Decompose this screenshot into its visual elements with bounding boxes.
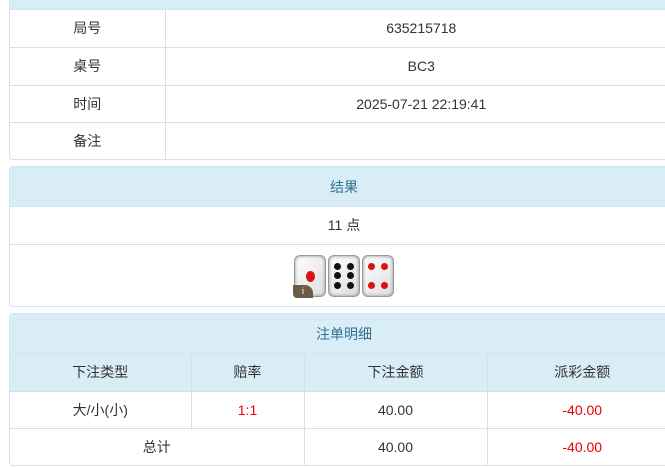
- dice-row: i: [10, 245, 665, 306]
- die-pip: [347, 272, 354, 280]
- header-bet-amount: 下注金额: [303, 354, 488, 392]
- info-table: 局号 635215718 桌号 BC3 时间 2025-07-21 22:19:41 …: [10, 10, 665, 159]
- die-face-1: i: [293, 255, 326, 298]
- remark-value: [164, 121, 665, 159]
- time-value: 2025-07-21 22:19:41: [164, 84, 665, 123]
- total-label: 总计: [10, 427, 305, 465]
- bet-detail-panel: 注单明细 下注类型 赔率 下注金额 派彩金额 大/小(小) 1:1 40.00 …: [9, 313, 665, 466]
- odds: 1:1: [190, 390, 305, 429]
- result-panel: 结果 11 点 i: [9, 166, 665, 307]
- die-pip: [334, 272, 341, 280]
- round-number: 635215718: [164, 10, 665, 48]
- info-row-round: 局号 635215718: [10, 10, 665, 48]
- info-row-table: 桌号 BC3: [10, 46, 665, 86]
- die-pip: [334, 263, 341, 271]
- payout: -40.00: [486, 390, 665, 429]
- die-pip: [334, 281, 341, 289]
- result-points: 11 点: [10, 207, 665, 245]
- die-face-6: [328, 255, 360, 297]
- bet-detail-title: 注单明细: [10, 314, 665, 354]
- bet-table: 下注类型 赔率 下注金额 派彩金额 大/小(小) 1:1 40.00 -40.0…: [10, 354, 665, 465]
- info-row-remark: 备注: [10, 121, 665, 159]
- info-badge-icon[interactable]: i: [293, 285, 313, 298]
- die-pip: [381, 281, 388, 289]
- die-pip: [347, 281, 354, 289]
- bet-table-header: 下注类型 赔率 下注金额 派彩金额: [10, 354, 665, 392]
- die-pip: [368, 281, 375, 289]
- die-face-4: [362, 255, 394, 297]
- header-payout: 派彩金额: [486, 354, 665, 392]
- die-pip: [305, 270, 315, 282]
- label: 局号: [10, 10, 166, 48]
- result-title: 结果: [10, 167, 665, 207]
- info-row-time: 时间 2025-07-21 22:19:41: [10, 84, 665, 123]
- info-panel: 局号 635215718 桌号 BC3 时间 2025-07-21 22:19:41 …: [9, 0, 665, 160]
- table-row: 大/小(小) 1:1 40.00 -40.00: [10, 390, 665, 429]
- label: 备注: [10, 121, 166, 159]
- header-bet-type: 下注类型: [10, 354, 192, 392]
- header-odds: 赔率: [190, 354, 305, 392]
- die-pip: [347, 263, 354, 271]
- bet-type: 大/小(小): [10, 390, 192, 429]
- label: 时间: [10, 84, 166, 123]
- total-payout: -40.00: [486, 427, 665, 465]
- bet-amount: 40.00: [303, 390, 488, 429]
- info-panel-header: [10, 0, 665, 10]
- total-row: 总计 40.00 -40.00: [10, 427, 665, 465]
- die-pip: [368, 263, 375, 271]
- total-amount: 40.00: [303, 427, 488, 465]
- table-number: BC3: [164, 46, 665, 86]
- die-pip: [381, 263, 388, 271]
- label: 桌号: [10, 46, 166, 86]
